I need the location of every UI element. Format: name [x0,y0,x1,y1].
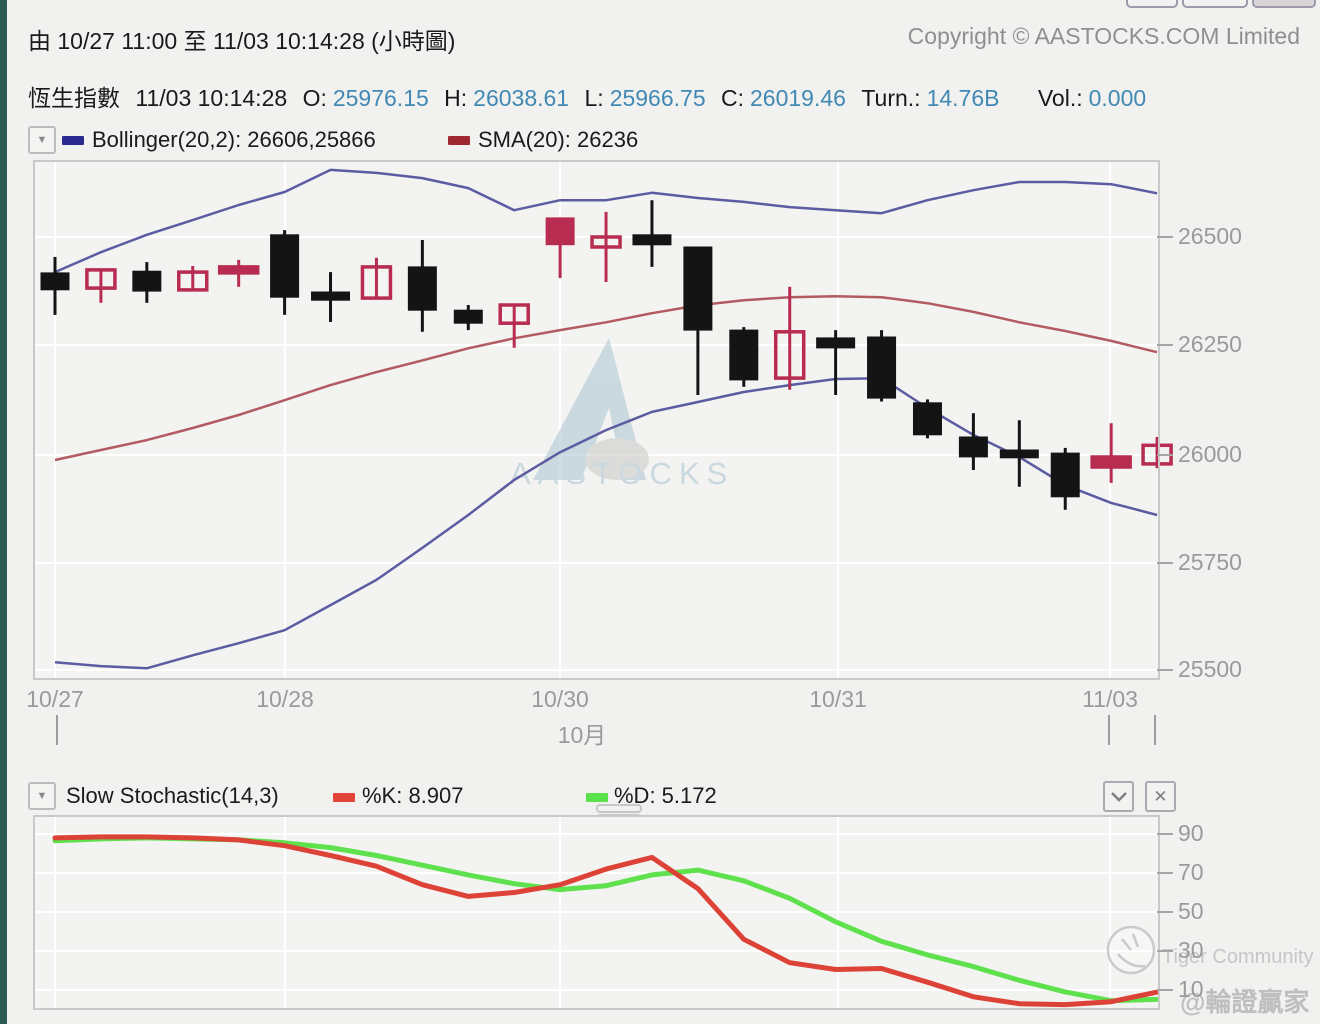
svg-text:Tiger Community: Tiger Community [1162,946,1314,968]
turnover-label: Turn.: [861,85,921,111]
stochastic-chart[interactable]: Tiger Community @輪證贏家 [33,815,1314,1017]
open-label: O: [302,85,327,111]
open-value: 25976.15 [332,85,429,111]
close-icon: ✕ [1153,786,1168,806]
k-line-swatch-icon [333,793,355,802]
high-label: H: [444,85,468,111]
low-value: 25966.75 [609,85,706,111]
chevron-down-icon: ▼ [36,134,48,146]
date-tick-label: 10/28 [256,686,314,712]
date-tick-label: 11/03 [1082,686,1138,712]
close-label: C: [721,85,745,111]
close-value: 26019.46 [750,85,846,111]
window-button[interactable] [1182,0,1248,8]
sma-swatch-icon [448,136,470,145]
price-tick-label: 26500 [1178,223,1242,249]
stochastic-tick-label: 10 [1178,976,1204,1002]
window-button-group [1126,0,1316,8]
index-name: 恆生指數 [28,85,120,111]
sma-legend-label: SMA(20): 26236 [478,127,639,152]
stochastic-tick-label: 90 [1178,820,1204,846]
price-tick-label: 26250 [1178,331,1242,357]
chevron-down-icon [1110,791,1127,802]
collapse-panel-button[interactable] [1103,781,1134,812]
left-edge-strip [0,0,7,1024]
tiger-community-watermark: Tiger Community @輪證贏家 [1106,925,1314,1017]
window-button[interactable] [1252,0,1316,8]
date-tick-label: 10/27 [26,686,84,712]
turnover-value: 14.76B [926,85,1000,111]
close-panel-button[interactable]: ✕ [1145,781,1176,812]
price-tick-label: 25500 [1178,656,1242,682]
chevron-down-icon: ▼ [36,790,48,802]
indicator-dropdown-button[interactable]: ▼ [28,126,56,154]
volume-value: 0.000 [1088,85,1147,111]
stochastic-tick-label: 50 [1178,898,1204,924]
quote-time: 11/03 10:14:28 [135,85,288,111]
quote-row: 恆生指數 11/03 10:14:28 O: 25976.15 H: 26038.6… [28,79,1146,113]
stochastic-tick-label: 30 [1178,937,1204,963]
volume-label: Vol.: [1037,85,1083,111]
date-tick-label: 10/31 [809,686,867,712]
d-line-swatch-icon [586,793,608,802]
month-label: 10月 [557,722,607,748]
high-value: 26038.61 [473,85,570,111]
price-tick-label: 25750 [1178,549,1242,575]
svg-text:@輪證贏家: @輪證贏家 [1180,987,1309,1017]
window-button[interactable] [1126,0,1178,8]
k-value-label: %K: 8.907 [362,783,464,808]
bollinger-swatch-icon [62,136,84,145]
price-tick-label: 26000 [1178,441,1242,467]
bollinger-legend-label: Bollinger(20,2): 26606,25866 [92,127,376,152]
low-label: L: [584,85,604,111]
copyright-label: Copyright © AASTOCKS.COM Limited [907,23,1300,49]
stochastic-tick-label: 70 [1178,859,1204,885]
aastocks-watermark: AASTOCKS [510,338,727,491]
date-range-label: 由 10/27 11:00 至 11/03 10:14:28 (小時圖) [28,28,456,54]
stochastic-title: Slow Stochastic(14,3) [66,783,279,808]
stochastic-dropdown-button[interactable]: ▼ [28,782,56,810]
d-value-label: %D: 5.172 [614,783,717,808]
candlestick-chart[interactable]: AASTOCKS [33,160,1173,680]
date-tick-label: 10/30 [531,686,589,712]
